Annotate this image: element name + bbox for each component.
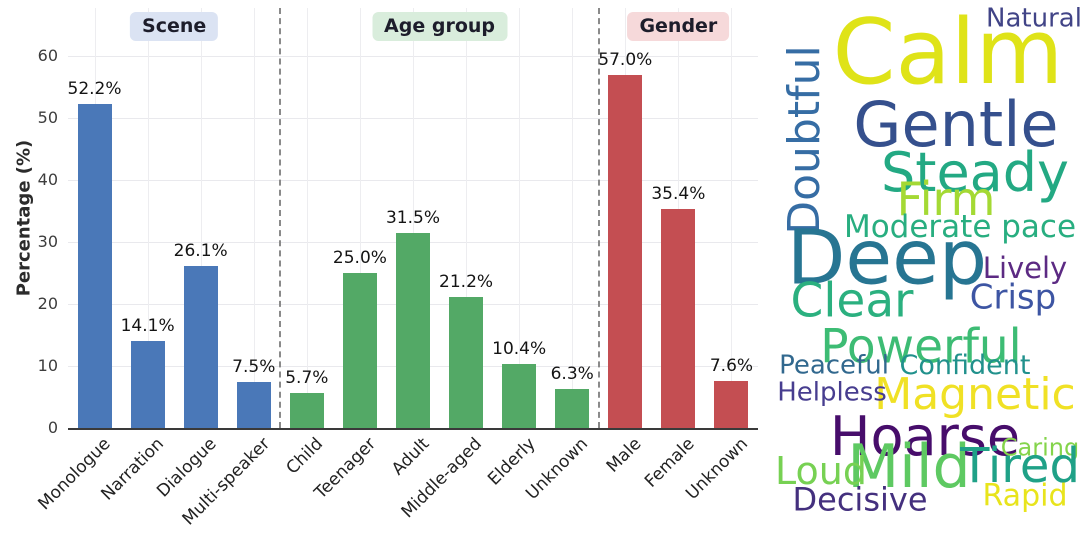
wordcloud-word-calm: Calm bbox=[832, 0, 1064, 106]
wordcloud-word-crisp: Crisp bbox=[969, 277, 1057, 318]
wordcloud-word-steady: Steady bbox=[881, 140, 1069, 204]
value-label: 57.0% bbox=[598, 49, 653, 70]
bar-male-gender bbox=[608, 74, 643, 428]
v-gridline bbox=[253, 8, 255, 428]
y-tick-label: 50 bbox=[37, 108, 58, 127]
v-gridline bbox=[519, 8, 521, 428]
y-tick-label: 10 bbox=[37, 356, 58, 375]
wordcloud-word-confident: Confident bbox=[899, 349, 1031, 381]
x-tick-label-male: Male bbox=[602, 434, 646, 477]
group-badge-scene: Scene bbox=[130, 12, 219, 41]
value-label: 7.5% bbox=[232, 356, 276, 377]
x-tick-label-child: Child bbox=[282, 434, 328, 479]
wordcloud-word-hoarse: Hoarse bbox=[829, 404, 1021, 468]
wordcloud-word-deep: Deep bbox=[786, 212, 988, 302]
wordcloud-word-decisive: Decisive bbox=[792, 480, 928, 519]
wordcloud-word-doubtful: Doubtful bbox=[779, 45, 830, 235]
bar-adult-age-group bbox=[396, 232, 430, 428]
value-label: 21.2% bbox=[439, 271, 494, 292]
value-label: 7.6% bbox=[709, 355, 754, 376]
bar-unknown-age-group bbox=[555, 388, 590, 428]
x-tick-label-monologue: Monologue bbox=[34, 434, 115, 515]
bar-narration-scene bbox=[130, 340, 165, 428]
v-gridline bbox=[413, 8, 414, 428]
wordcloud-word-magnetic: Magnetic bbox=[874, 369, 1076, 421]
bar-unknown-gender bbox=[714, 380, 749, 428]
wordcloud-word-firm: Firm bbox=[896, 172, 996, 227]
v-gridline bbox=[731, 8, 733, 428]
value-label: 35.4% bbox=[651, 183, 706, 204]
wordcloud-word-moderate-pace: Moderate pace bbox=[843, 208, 1077, 245]
wordcloud-word-loud: Loud bbox=[775, 449, 867, 494]
v-gridline bbox=[572, 8, 574, 428]
v-gridline bbox=[147, 8, 149, 428]
bar-multi-speaker-scene bbox=[236, 381, 271, 428]
group-separator bbox=[597, 8, 600, 428]
value-label: 6.3% bbox=[550, 363, 594, 384]
v-gridline bbox=[200, 8, 202, 428]
wordcloud-word-caring: Caring bbox=[1000, 433, 1080, 462]
plot-area bbox=[68, 8, 758, 430]
bar-middle-aged-age-group bbox=[449, 296, 484, 428]
value-label: 14.1% bbox=[120, 315, 175, 336]
bar-dialogue-scene bbox=[183, 266, 218, 428]
wordcloud-word-helpless: Helpless bbox=[777, 377, 887, 408]
value-label: 5.7% bbox=[285, 367, 329, 388]
wordcloud-word-clear: Clear bbox=[790, 273, 914, 329]
value-label: 26.1% bbox=[173, 241, 228, 262]
value-label: 52.2% bbox=[67, 79, 122, 100]
v-gridline bbox=[359, 8, 361, 428]
wordcloud-word-tired: Tired bbox=[960, 438, 1080, 495]
wordcloud-word-mild: Mild bbox=[847, 431, 971, 502]
y-tick-label: 20 bbox=[37, 294, 58, 313]
value-label: 25.0% bbox=[332, 248, 387, 268]
value-label: 10.4% bbox=[492, 338, 547, 359]
y-tick-label: 0 bbox=[47, 418, 58, 437]
y-tick-label: 40 bbox=[37, 170, 58, 189]
bar-child-age-group bbox=[289, 392, 324, 428]
wordcloud-word-gentle: Gentle bbox=[853, 87, 1059, 161]
y-axis-label: Percentage (%) bbox=[13, 139, 35, 297]
v-gridline bbox=[466, 8, 468, 428]
wordcloud-word-rapid: Rapid bbox=[982, 478, 1068, 514]
bar-female-gender bbox=[661, 208, 696, 428]
y-tick-label: 30 bbox=[37, 232, 58, 251]
wordcloud-word-powerful: Powerful bbox=[820, 319, 1022, 375]
y-tick-label: 60 bbox=[37, 46, 58, 65]
bar-teenager-age-group bbox=[342, 273, 377, 428]
group-badge-age-group: Age group bbox=[372, 12, 508, 41]
wordcloud-word-peaceful: Peaceful bbox=[779, 350, 889, 381]
wordcloud-word-lively: Lively bbox=[982, 250, 1068, 285]
bar-chart-panel: Percentage (%) 0 10 20 30 40 50 60 Scene Age gro… bbox=[13, 8, 758, 529]
wordcloud-word-natural: Natural bbox=[986, 3, 1080, 34]
bar-elderly-age-group bbox=[502, 363, 537, 428]
x-tick-label-adult: Adult bbox=[387, 434, 434, 480]
group-separator bbox=[279, 8, 282, 428]
bar-monologue-scene bbox=[77, 104, 112, 428]
v-gridline bbox=[306, 8, 308, 428]
group-badge-gender: Gender bbox=[627, 12, 730, 41]
wordcloud-panel: Calm Natural Doubtful Gentle Steady Firm Moder… bbox=[775, 0, 1080, 542]
value-label: 31.5% bbox=[385, 207, 440, 228]
